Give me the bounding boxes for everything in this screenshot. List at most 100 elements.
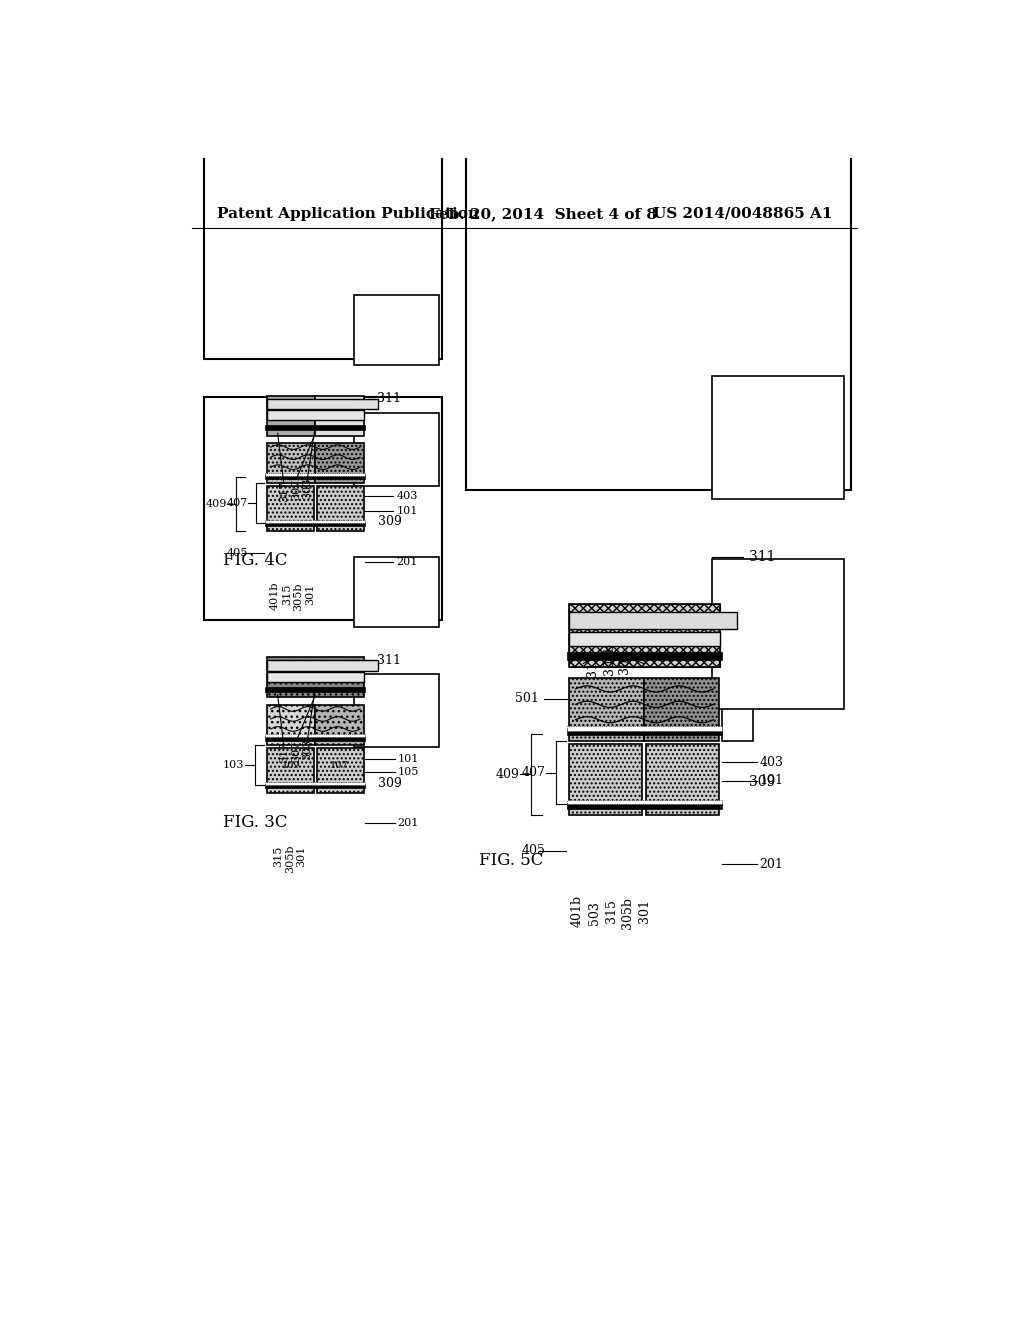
Bar — [354, 413, 438, 486]
Bar — [204, 136, 442, 359]
Text: 309: 309 — [749, 775, 775, 789]
Text: 303: 303 — [618, 649, 632, 675]
Bar — [267, 672, 364, 682]
Bar — [267, 396, 315, 436]
Text: Patent Application Publication: Patent Application Publication — [217, 207, 479, 220]
Bar — [567, 729, 722, 735]
Bar — [265, 474, 366, 479]
Text: 401b: 401b — [269, 582, 280, 610]
Bar — [354, 675, 438, 747]
Bar — [265, 686, 366, 692]
Bar — [315, 396, 364, 436]
Text: US 2014/0048865 A1: US 2014/0048865 A1 — [652, 207, 833, 220]
Bar — [569, 744, 642, 816]
Text: 305b: 305b — [294, 582, 303, 611]
Text: 405: 405 — [522, 843, 546, 857]
Bar — [722, 678, 753, 742]
Text: 317: 317 — [279, 480, 289, 502]
Text: 401b: 401b — [570, 895, 584, 927]
Bar — [466, 82, 851, 490]
Bar — [366, 705, 387, 744]
Text: 503: 503 — [588, 902, 601, 925]
Bar — [646, 744, 719, 816]
Bar — [204, 397, 442, 620]
Text: Feb. 20, 2014  Sheet 4 of 8: Feb. 20, 2014 Sheet 4 of 8 — [429, 207, 657, 220]
Bar — [569, 605, 720, 668]
Bar — [265, 425, 366, 430]
Bar — [267, 660, 378, 671]
Text: 317: 317 — [586, 653, 599, 677]
Text: 103: 103 — [222, 760, 244, 770]
Text: 315: 315 — [604, 899, 617, 923]
Bar — [354, 296, 438, 364]
Bar — [644, 678, 719, 742]
Text: 501: 501 — [515, 693, 539, 705]
Text: 315: 315 — [272, 845, 283, 867]
Bar — [712, 375, 845, 499]
Text: 301: 301 — [305, 583, 315, 605]
Bar — [265, 734, 366, 738]
Text: 309: 309 — [378, 515, 402, 528]
Text: 407: 407 — [227, 499, 248, 508]
Bar — [265, 521, 366, 527]
Text: 405: 405 — [227, 548, 248, 558]
Text: 201: 201 — [396, 557, 418, 566]
Text: 301: 301 — [297, 845, 306, 867]
Text: 403: 403 — [396, 491, 418, 500]
Text: 317: 317 — [279, 742, 289, 763]
Bar — [265, 473, 366, 475]
Bar — [567, 803, 722, 809]
Bar — [265, 520, 366, 524]
Bar — [267, 657, 364, 697]
Text: 101: 101 — [397, 754, 419, 764]
Text: 315: 315 — [282, 583, 292, 605]
Text: 407: 407 — [522, 767, 546, 779]
Bar — [267, 411, 364, 420]
Text: 307b: 307b — [603, 643, 616, 675]
Text: 101: 101 — [396, 506, 418, 516]
Text: 301: 301 — [638, 899, 651, 923]
Bar — [267, 705, 315, 744]
Text: 201: 201 — [760, 858, 783, 871]
Text: 305b: 305b — [622, 898, 635, 929]
Text: 109: 109 — [282, 760, 300, 770]
Text: 107: 107 — [330, 760, 348, 770]
Bar — [265, 784, 366, 788]
Text: 303: 303 — [302, 478, 312, 499]
Bar — [265, 781, 366, 785]
Bar — [315, 444, 364, 483]
Bar — [267, 399, 378, 409]
Bar — [569, 612, 736, 628]
Text: FIG. 4C: FIG. 4C — [223, 552, 288, 569]
Bar — [354, 557, 438, 627]
Text: FIG. 5C: FIG. 5C — [479, 853, 544, 869]
Bar — [567, 726, 722, 730]
Text: 305b: 305b — [285, 843, 295, 873]
Text: 311: 311 — [749, 550, 775, 564]
Text: FIG. 3C: FIG. 3C — [223, 813, 288, 830]
Text: 303: 303 — [302, 739, 312, 760]
Bar — [569, 678, 644, 742]
Text: 403: 403 — [760, 755, 783, 768]
Text: 311: 311 — [377, 392, 400, 405]
Bar — [267, 444, 315, 483]
Text: 409: 409 — [206, 499, 226, 510]
Bar — [265, 737, 366, 741]
Bar — [316, 748, 364, 793]
Bar — [267, 487, 313, 531]
Text: 409: 409 — [496, 768, 520, 781]
Text: 307b: 307b — [291, 471, 301, 500]
Bar — [567, 800, 722, 804]
Bar — [569, 605, 720, 668]
Text: 309: 309 — [378, 777, 402, 791]
Text: 307b: 307b — [291, 734, 301, 762]
Text: 101: 101 — [760, 774, 783, 787]
Bar — [569, 632, 720, 645]
Bar — [315, 705, 364, 744]
Bar — [712, 558, 845, 709]
Bar — [267, 748, 313, 793]
Text: 105: 105 — [397, 767, 419, 777]
Text: 311: 311 — [377, 653, 400, 667]
Bar — [366, 444, 387, 483]
Bar — [567, 652, 722, 660]
